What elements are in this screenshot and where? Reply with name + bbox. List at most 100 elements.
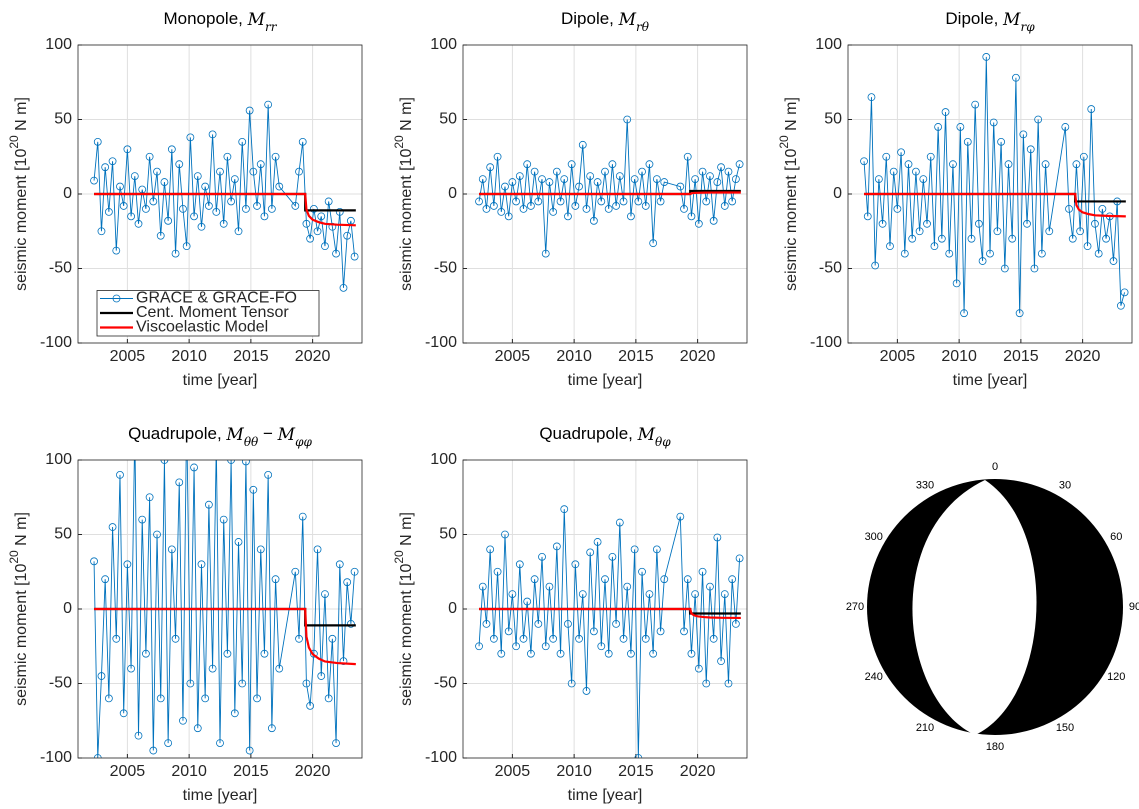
data-point [676, 512, 685, 521]
data-point [615, 518, 624, 527]
data-point [97, 672, 106, 680]
series-line [479, 607, 741, 620]
data-point [182, 242, 191, 251]
title-part: Dipole, [561, 9, 619, 28]
data-point [530, 575, 539, 584]
data-point [127, 664, 135, 673]
data-point [317, 672, 326, 680]
data-point [660, 575, 669, 584]
data-point [867, 93, 876, 102]
legend-box [96, 290, 320, 337]
data-point [1041, 160, 1050, 169]
y-tick-label: 100 [430, 451, 457, 468]
data-point [298, 137, 307, 146]
data-point [238, 679, 247, 688]
data-point [717, 163, 725, 172]
y-tick-label: -50 [49, 675, 72, 692]
data-point [687, 212, 696, 221]
data-point [512, 197, 520, 206]
data-point [104, 694, 113, 703]
data-point [527, 649, 535, 658]
data-point [1008, 234, 1017, 243]
x-tick-label: 2010 [556, 348, 592, 365]
data-point [204, 500, 213, 509]
data-point [208, 664, 217, 673]
data-point [676, 182, 685, 191]
y-tick-label: 50 [54, 526, 72, 543]
data-point [634, 197, 643, 206]
x-tick-label: 2015 [618, 348, 654, 365]
data-point [223, 649, 232, 658]
data-point [1019, 130, 1028, 139]
data-point [156, 231, 165, 240]
y-axis-label-part: 20 [7, 550, 21, 564]
data-point [1068, 234, 1077, 243]
data-point [249, 485, 258, 494]
data-point [552, 542, 561, 551]
data-point [1030, 264, 1039, 273]
data-point [952, 279, 961, 288]
data-point [97, 227, 106, 236]
data-point [612, 620, 621, 628]
data-point [343, 578, 352, 587]
axes-box [77, 44, 363, 344]
data-point [175, 478, 184, 487]
azimuth-label: 240 [865, 671, 883, 683]
data-point [997, 137, 1006, 146]
data-point [93, 754, 102, 758]
data-point [145, 493, 154, 502]
data-point [731, 175, 740, 184]
data-point [904, 160, 913, 169]
title-part: M [637, 425, 656, 445]
data-point [956, 123, 965, 131]
data-point [256, 545, 265, 554]
data-point [702, 197, 711, 206]
data-point [683, 575, 692, 584]
y-axis-label-part: N m] [783, 97, 800, 135]
x-axis-label: time [year] [183, 372, 258, 389]
axes-box [847, 44, 1133, 344]
x-tick-label: 2005 [495, 763, 531, 780]
data-point [90, 557, 98, 566]
data-point [309, 204, 318, 213]
x-tick-label: 2005 [110, 348, 146, 365]
data-point [612, 202, 621, 210]
data-point [230, 175, 239, 184]
x-axis-label: time [year] [568, 372, 643, 389]
data-point [882, 152, 891, 161]
data-point [863, 212, 872, 221]
data-point [523, 597, 532, 606]
data-layer [475, 505, 744, 758]
data-point [949, 160, 957, 169]
y-tick-label: 100 [815, 36, 842, 53]
data-point [167, 145, 176, 154]
data-point [578, 590, 587, 598]
data-point [164, 739, 173, 747]
title-part: θθ [244, 435, 259, 449]
chart-panel: -100 -50 0 50 100 2005 2010 2015 2020 Quadrupole,… [392, 424, 748, 804]
data-point [634, 754, 643, 758]
data-point [112, 246, 121, 255]
y-axis-label-part: 20 [7, 135, 21, 149]
y-tick-label: 50 [824, 111, 842, 128]
chart-title: Dipole, Mrθ [561, 9, 650, 33]
data-point [190, 463, 198, 472]
y-tick-label: 100 [45, 36, 72, 53]
x-tick-label: 2020 [295, 348, 331, 365]
chart-panel: -100 -50 0 50 100 2005 2010 2015 2020 Monopole, M… [7, 9, 363, 389]
data-point [871, 261, 880, 270]
data-point [694, 219, 703, 228]
data-point [1045, 227, 1054, 236]
data-point [560, 505, 569, 514]
data-point [735, 554, 744, 563]
data-point [597, 642, 606, 651]
y-axis-label: seismic moment [1020 N m] [777, 97, 800, 291]
azimuth-label: 0 [992, 461, 998, 473]
data-point [339, 283, 348, 292]
data-point [171, 249, 180, 258]
y-axis-label: seismic moment [1020 N m] [392, 512, 415, 706]
data-point [223, 152, 232, 161]
azimuth-label: 270 [846, 601, 864, 613]
data-point [112, 634, 121, 643]
x-tick-label: 2005 [110, 763, 146, 780]
